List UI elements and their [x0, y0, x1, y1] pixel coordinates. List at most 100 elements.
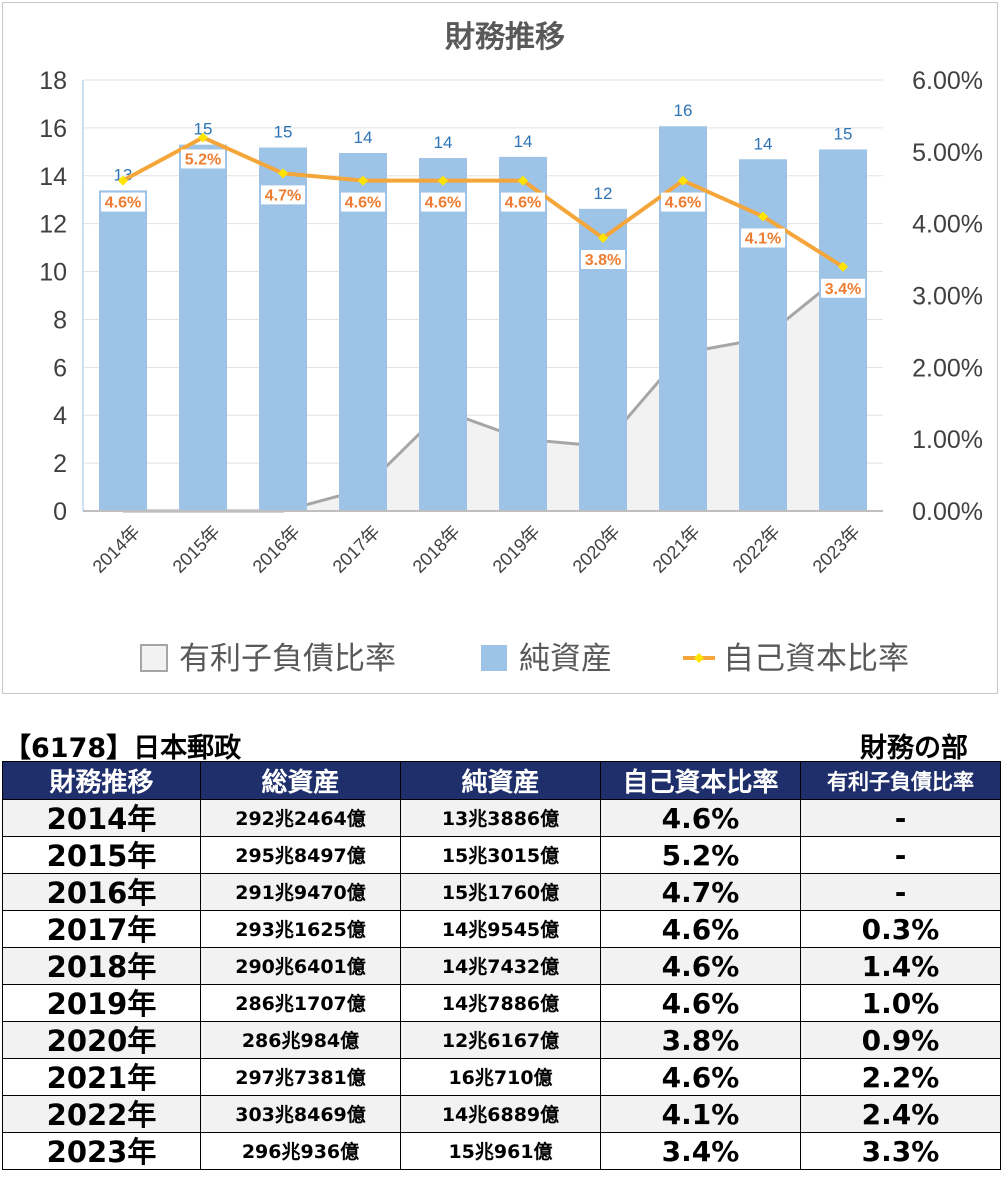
net-assets-bar	[819, 149, 867, 511]
net-assets-data-label: 14	[514, 132, 533, 151]
equity-ratio-marker	[758, 211, 768, 222]
chart-container: 財務推移 0 2 4 6 8 10 12 14 16 18 0.00% 1.00% 2.00% 3.00% 4…	[2, 2, 998, 694]
net-assets-bar	[339, 153, 387, 511]
x-tick-label: 2018年	[409, 522, 464, 577]
cell-year: 2014年	[2, 799, 201, 837]
equity-ratio-label-bg	[261, 185, 305, 205]
cell-net-assets: 14兆6889億	[400, 1095, 601, 1133]
cell-equity-ratio: 3.8%	[600, 1021, 801, 1059]
cell-year: 2019年	[2, 984, 201, 1022]
table-row: 2017年 293兆1625億 14兆9545億 4.6% 0.3%	[2, 910, 1001, 948]
y-right-tick-label: 1.00%	[912, 426, 983, 454]
equity-ratio-marker	[678, 175, 688, 186]
legend-label-net-assets: 純資産	[519, 641, 612, 676]
equity-ratio-label-bg	[181, 149, 225, 169]
equity-ratio-label-bg	[501, 192, 545, 212]
legend-swatch-net-assets	[481, 645, 507, 671]
cell-net-assets: 13兆3886億	[400, 799, 601, 837]
legend-label-equity-ratio: 自己資本比率	[723, 641, 909, 676]
cell-equity-ratio: 3.4%	[600, 1132, 801, 1170]
cell-net-assets: 15兆3015億	[400, 836, 601, 874]
cell-year: 2022年	[2, 1095, 201, 1133]
cell-total-assets: 297兆7381億	[200, 1058, 401, 1096]
y-left-tick-label: 0	[53, 498, 67, 526]
y-left-tick-label: 4	[53, 402, 67, 430]
header-period: 財務推移	[2, 761, 201, 800]
net-assets-bar	[179, 144, 227, 511]
equity-ratio-data-label: 3.8%	[585, 252, 621, 269]
equity-ratio-line	[122, 135, 845, 269]
equity-ratio-data-label: 4.6%	[105, 195, 141, 212]
debt-ratio-area	[123, 273, 843, 511]
cell-debt-ratio: 2.4%	[800, 1095, 1001, 1133]
equity-ratio-marker	[518, 175, 528, 186]
finance-chart: 財務推移 0 2 4 6 8 10 12 14 16 18 0.00% 1.00% 2.00% 3.00% 4…	[39, 20, 983, 676]
equity-ratio-data-label: 4.6%	[665, 195, 701, 212]
cell-equity-ratio: 4.1%	[600, 1095, 801, 1133]
x-tick-label: 2020年	[569, 522, 624, 577]
equity-ratio-label-bg	[741, 228, 785, 248]
cell-year: 2021年	[2, 1058, 201, 1096]
cell-total-assets: 286兆984億	[200, 1021, 401, 1059]
x-tick-label: 2019年	[489, 522, 544, 577]
x-tick-label: 2023年	[809, 522, 864, 577]
y-right-tick-label: 0.00%	[912, 498, 983, 526]
y-left-tick-label: 18	[39, 67, 67, 95]
net-assets-bar	[99, 190, 147, 511]
net-assets-bar	[499, 156, 547, 511]
cell-equity-ratio: 4.6%	[600, 910, 801, 948]
table-header-row: 財務推移 総資産 純資産 自己資本比率 有利子負債比率	[2, 761, 1001, 800]
net-assets-data-label: 14	[354, 128, 373, 147]
cell-debt-ratio: -	[800, 799, 1001, 837]
net-assets-data-label: 15	[194, 120, 213, 139]
equity-ratio-label-bg	[421, 192, 465, 212]
net-assets-data-label: 15	[834, 124, 853, 143]
cell-year: 2017年	[2, 910, 201, 948]
y-left-tick-label: 16	[39, 115, 67, 143]
cell-debt-ratio: 0.9%	[800, 1021, 1001, 1059]
x-tick-label: 2021年	[649, 522, 704, 577]
equity-ratio-marker	[118, 175, 128, 186]
cell-net-assets: 15兆1760億	[400, 873, 601, 911]
y-left-tick-label: 6	[53, 354, 67, 382]
equity-ratio-label-bg	[101, 192, 145, 212]
table-row: 2022年 303兆8469億 14兆6889億 4.1% 2.4%	[2, 1095, 1001, 1133]
y-left-tick-label: 12	[39, 211, 67, 239]
cell-debt-ratio: 1.0%	[800, 984, 1001, 1022]
cell-total-assets: 291兆9470億	[200, 873, 401, 911]
y-right-tick-label: 3.00%	[912, 283, 983, 311]
table-row: 2014年 292兆2464億 13兆3886億 4.6% -	[2, 799, 1001, 837]
y-right-tick-label: 6.00%	[912, 67, 983, 95]
chart-title: 財務推移	[445, 20, 565, 54]
cell-equity-ratio: 4.7%	[600, 873, 801, 911]
cell-equity-ratio: 5.2%	[600, 836, 801, 874]
cell-net-assets: 12兆6167億	[400, 1021, 601, 1059]
table-row: 2016年 291兆9470億 15兆1760億 4.7% -	[2, 873, 1001, 911]
section-label: 財務の部	[860, 733, 968, 764]
equity-ratio-data-label: 4.6%	[505, 195, 541, 212]
x-tick-label: 2016年	[249, 522, 304, 577]
y-left-tick-label: 14	[39, 163, 67, 191]
cell-total-assets: 286兆1707億	[200, 984, 401, 1022]
cell-total-assets: 295兆8497億	[200, 836, 401, 874]
equity-ratio-label-bg	[341, 192, 385, 212]
table-row: 2020年 286兆984億 12兆6167億 3.8% 0.9%	[2, 1021, 1001, 1059]
cell-net-assets: 15兆961億	[400, 1132, 601, 1170]
cell-equity-ratio: 4.6%	[600, 1058, 801, 1096]
cell-year: 2015年	[2, 836, 201, 874]
header-total-assets: 総資産	[200, 761, 401, 800]
cell-year: 2023年	[2, 1132, 201, 1170]
cell-total-assets: 290兆6401億	[200, 947, 401, 985]
equity-ratio-data-label: 4.7%	[265, 187, 301, 204]
cell-total-assets: 303兆8469億	[200, 1095, 401, 1133]
net-assets-data-label: 15	[274, 123, 293, 142]
header-equity-ratio: 自己資本比率	[600, 761, 801, 800]
legend-marker-equity-ratio	[694, 653, 704, 663]
finance-table: 財務推移 総資産 純資産 自己資本比率 有利子負債比率 2014年 292兆246…	[2, 761, 1001, 1170]
equity-ratio-marker	[838, 261, 848, 272]
equity-ratio-label-bg	[821, 278, 865, 298]
equity-ratio-marker	[598, 233, 608, 244]
cell-year: 2018年	[2, 947, 201, 985]
equity-ratio-label-bg	[661, 192, 705, 212]
cell-net-assets: 14兆9545億	[400, 910, 601, 948]
